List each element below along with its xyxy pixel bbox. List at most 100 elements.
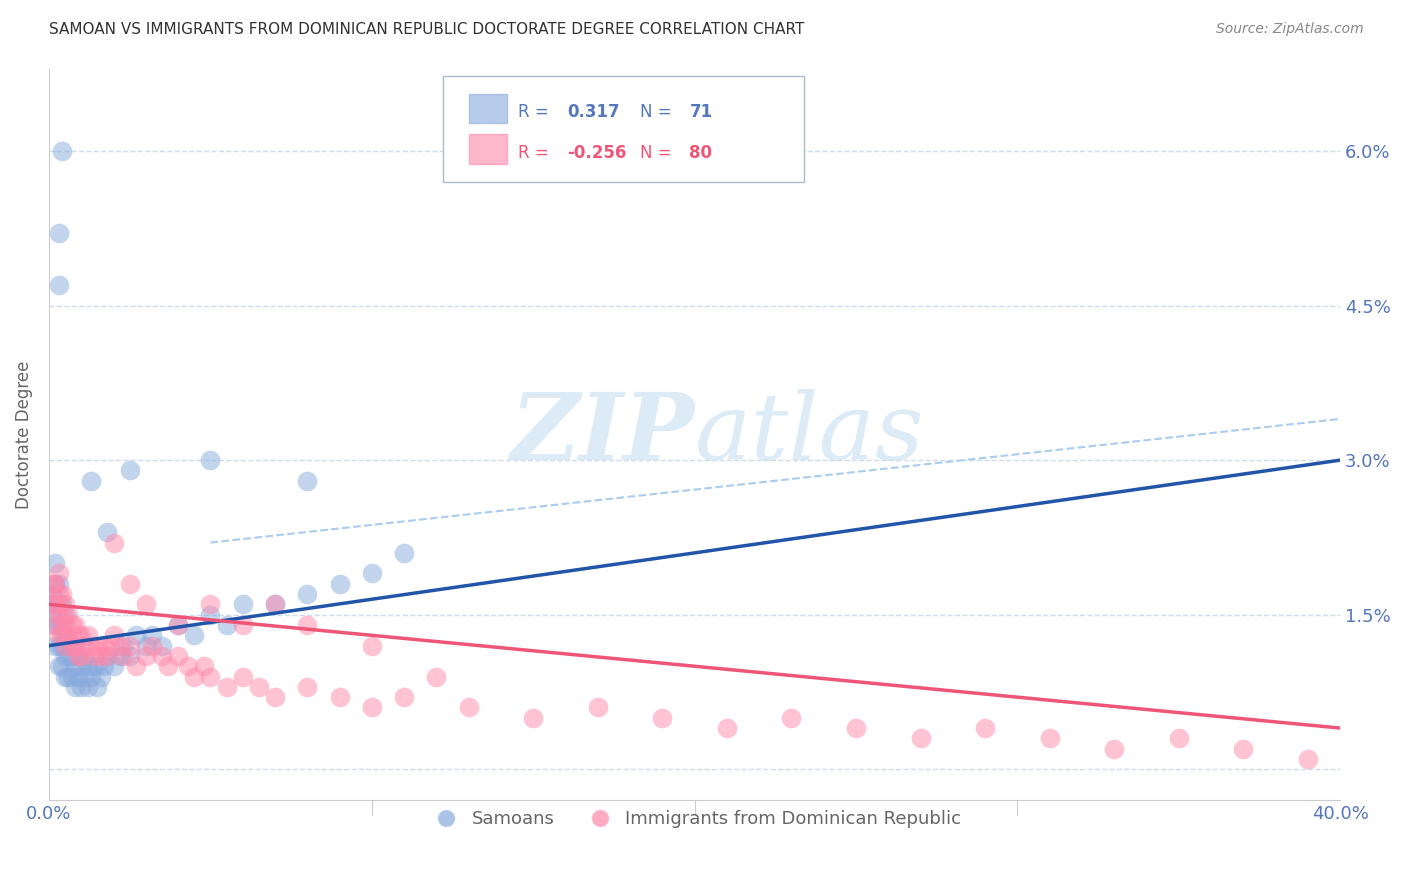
Point [86,680,108,694]
Point [360,700,382,714]
Point [135,639,157,653]
Point [360,566,382,581]
Point [425,669,447,683]
Text: 71: 71 [689,103,713,121]
Point [1167,731,1189,746]
Point [60,618,83,632]
Point [60,669,83,683]
Point [51,639,73,653]
Point [41,598,63,612]
Point [118,463,141,477]
Point [125,628,148,642]
Point [63,659,86,673]
Point [157,659,180,673]
Point [44,576,66,591]
Point [135,648,157,663]
Point [53,639,76,653]
Point [80,639,103,653]
Point [177,659,200,673]
Point [118,576,141,591]
Point [51,598,73,612]
Legend: Samoans, Immigrants from Dominican Republic: Samoans, Immigrants from Dominican Repub… [420,803,969,835]
Point [73,648,96,663]
Point [53,618,76,632]
Point [44,556,66,570]
Point [76,659,98,673]
Point [58,669,80,683]
Text: Source: ZipAtlas.com: Source: ZipAtlas.com [1216,22,1364,37]
Point [98,639,121,653]
Point [86,659,108,673]
Point [780,711,803,725]
Point [232,618,254,632]
Text: N =: N = [640,103,672,121]
Point [193,659,215,673]
Text: -0.256: -0.256 [567,144,626,161]
Point [60,648,83,663]
Point [66,648,89,663]
Point [1039,731,1062,746]
Point [63,639,86,653]
FancyBboxPatch shape [443,76,804,182]
Text: R =: R = [517,103,548,121]
Point [392,690,415,705]
Point [44,618,66,632]
Point [90,669,112,683]
Point [41,607,63,622]
Point [53,607,76,622]
Point [70,648,93,663]
Point [1104,741,1126,756]
FancyBboxPatch shape [468,95,508,123]
Point [73,639,96,653]
Point [232,669,254,683]
Point [41,598,63,612]
Point [80,474,103,488]
Point [910,731,932,746]
Point [66,648,89,663]
Point [297,618,319,632]
Point [297,474,319,488]
FancyBboxPatch shape [468,135,508,163]
Point [328,690,350,705]
Point [200,607,222,622]
Text: R =: R = [517,144,548,161]
Point [141,639,163,653]
Point [70,628,93,642]
Point [44,639,66,653]
Point [48,628,70,642]
Point [247,680,270,694]
Point [297,680,319,694]
Point [51,587,73,601]
Point [70,680,93,694]
Point [51,618,73,632]
Point [48,587,70,601]
Point [63,639,86,653]
Point [48,277,70,292]
Point [58,628,80,642]
Point [264,598,287,612]
Point [48,566,70,581]
Point [125,659,148,673]
Point [80,669,103,683]
Point [53,598,76,612]
Point [44,618,66,632]
Point [328,576,350,591]
Point [60,639,83,653]
Point [76,680,98,694]
Point [51,659,73,673]
Point [103,628,125,642]
Point [48,659,70,673]
Point [48,227,70,241]
Point [112,639,135,653]
Point [63,680,86,694]
Point [200,669,222,683]
Point [51,144,73,158]
Point [41,587,63,601]
Point [264,690,287,705]
Point [215,680,238,694]
Point [83,659,105,673]
Point [183,628,205,642]
Point [360,639,382,653]
Point [118,648,141,663]
Point [73,669,96,683]
